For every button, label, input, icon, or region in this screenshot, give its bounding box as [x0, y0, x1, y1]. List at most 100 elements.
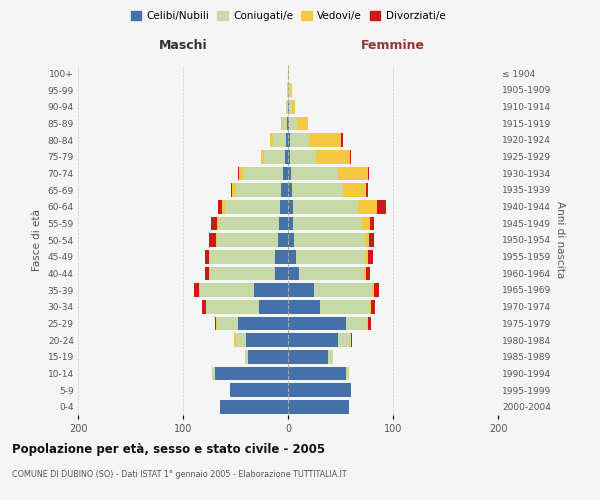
Bar [288, 300, 320, 314]
Bar [218, 216, 278, 230]
Bar [288, 216, 293, 230]
Bar [259, 300, 288, 314]
Bar [366, 183, 368, 197]
Bar [365, 250, 368, 264]
Bar [261, 150, 264, 164]
Bar [288, 66, 289, 80]
Bar [215, 366, 288, 380]
Bar [290, 133, 309, 147]
Bar [290, 83, 292, 97]
Bar [288, 133, 290, 147]
Bar [222, 200, 225, 213]
Bar [246, 333, 288, 347]
Bar [211, 216, 217, 230]
Y-axis label: Anni di nascita: Anni di nascita [556, 202, 565, 278]
Bar [230, 383, 288, 397]
Text: Popolazione per età, sesso e stato civile - 2005: Popolazione per età, sesso e stato civil… [12, 442, 325, 456]
Bar [238, 166, 239, 180]
Bar [291, 166, 338, 180]
Bar [248, 350, 288, 364]
Bar [370, 216, 374, 230]
Bar [199, 283, 200, 297]
Bar [343, 183, 366, 197]
Bar [278, 216, 288, 230]
Bar [275, 250, 288, 264]
Bar [374, 283, 379, 297]
Bar [200, 283, 254, 297]
Bar [292, 183, 343, 197]
Bar [273, 133, 286, 147]
Bar [215, 233, 217, 247]
Bar [350, 150, 351, 164]
Bar [288, 333, 338, 347]
Bar [288, 250, 296, 264]
Bar [351, 333, 352, 347]
Bar [218, 200, 222, 213]
Text: Maschi: Maschi [158, 38, 208, 52]
Bar [283, 166, 288, 180]
Bar [209, 266, 210, 280]
Bar [210, 250, 275, 264]
Bar [206, 300, 259, 314]
Bar [367, 316, 368, 330]
Bar [225, 200, 280, 213]
Bar [370, 300, 371, 314]
Bar [235, 333, 246, 347]
Text: Femmine: Femmine [361, 38, 425, 52]
Bar [365, 233, 369, 247]
Bar [288, 116, 289, 130]
Bar [193, 283, 199, 297]
Bar [292, 100, 295, 114]
Bar [286, 133, 288, 147]
Text: COMUNE DI DUBINO (SO) - Dati ISTAT 1° gennaio 2005 - Elaborazione TUTTITALIA.IT: COMUNE DI DUBINO (SO) - Dati ISTAT 1° ge… [12, 470, 347, 479]
Bar [217, 233, 277, 247]
Bar [314, 283, 372, 297]
Bar [295, 233, 365, 247]
Bar [205, 266, 209, 280]
Bar [338, 166, 368, 180]
Bar [290, 150, 316, 164]
Bar [288, 100, 289, 114]
Bar [293, 216, 361, 230]
Bar [368, 166, 369, 180]
Bar [299, 266, 364, 280]
Y-axis label: Fasce di età: Fasce di età [32, 209, 42, 271]
Bar [215, 316, 217, 330]
Bar [281, 116, 282, 130]
Bar [377, 200, 386, 213]
Bar [209, 250, 210, 264]
Bar [288, 150, 290, 164]
Bar [289, 100, 292, 114]
Bar [298, 116, 308, 130]
Bar [293, 200, 358, 213]
Bar [372, 283, 374, 297]
Bar [364, 266, 366, 280]
Bar [309, 133, 341, 147]
Bar [287, 116, 288, 130]
Bar [238, 316, 288, 330]
Bar [346, 316, 367, 330]
Bar [320, 300, 370, 314]
Bar [209, 233, 215, 247]
Bar [220, 400, 288, 413]
Bar [281, 183, 288, 197]
Bar [287, 83, 288, 97]
Bar [368, 250, 373, 264]
Bar [288, 266, 299, 280]
Bar [288, 350, 328, 364]
Bar [371, 300, 375, 314]
Bar [286, 100, 288, 114]
Bar [254, 283, 288, 297]
Bar [316, 150, 350, 164]
Bar [243, 166, 283, 180]
Bar [358, 200, 377, 213]
Bar [289, 116, 298, 130]
Bar [277, 233, 288, 247]
Bar [205, 250, 209, 264]
Bar [288, 283, 314, 297]
Bar [280, 200, 288, 213]
Bar [210, 266, 275, 280]
Bar [288, 400, 349, 413]
Bar [275, 266, 288, 280]
Bar [288, 383, 351, 397]
